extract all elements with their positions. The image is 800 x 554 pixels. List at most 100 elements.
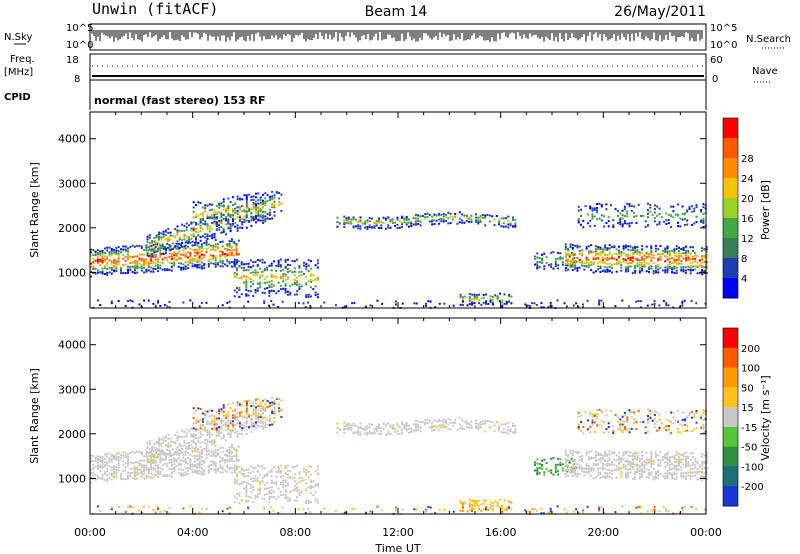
echo-cell [233, 265, 236, 268]
echo-cell [205, 240, 208, 243]
echo-cell [538, 261, 541, 263]
echo-cell [99, 466, 102, 469]
echo-cell [208, 209, 211, 212]
echo-cell [652, 468, 655, 470]
echo-cell [233, 254, 236, 257]
echo-cell [298, 286, 301, 288]
echo-cell [591, 215, 594, 218]
echo-cell [234, 414, 237, 417]
echo-cell [154, 467, 157, 470]
echo-cell [574, 263, 577, 266]
echo-cell [557, 473, 560, 476]
echo-cell [221, 304, 224, 307]
echo-cell [650, 463, 653, 466]
echo-cell [195, 442, 197, 445]
echo-cell [110, 260, 113, 263]
echo-cell [357, 430, 360, 433]
echo-cell [190, 234, 193, 237]
echo-cell [679, 431, 682, 434]
echo-cell [391, 424, 394, 426]
echo-cell [263, 278, 266, 280]
echo-cell [628, 411, 631, 414]
echo-cell [512, 225, 514, 228]
echo-cell [227, 432, 230, 435]
echo-cell [266, 472, 269, 475]
echo-cell [685, 478, 687, 480]
echo-cell [96, 455, 99, 458]
echo-cell [129, 461, 132, 464]
echo-cell [249, 271, 252, 274]
echo-cell [282, 273, 285, 276]
echo-cell [155, 244, 158, 247]
echo-cell [698, 260, 701, 263]
echo-cell [584, 411, 587, 414]
echo-cell [211, 208, 214, 211]
echo-cell [431, 429, 434, 432]
echo-cell [225, 211, 227, 214]
echo-cell [461, 502, 464, 505]
echo-cell [96, 261, 99, 264]
echo-cell [250, 208, 253, 211]
echo-cell [514, 431, 517, 434]
echo-cell [705, 256, 708, 259]
echo-cell [493, 424, 496, 427]
echo-cell [619, 223, 622, 226]
echo-cell [211, 235, 214, 238]
echo-cell [196, 454, 199, 457]
echo-cell [175, 448, 178, 451]
echo-cell [637, 203, 640, 206]
echo-cell [106, 264, 109, 267]
echo-cell [479, 219, 482, 222]
echo-cell [170, 252, 173, 255]
echo-cell [178, 246, 181, 249]
echo-cell [205, 453, 208, 456]
echo-cell [675, 266, 678, 269]
echo-cell [408, 221, 410, 224]
echo-cell [607, 220, 610, 222]
echo-cell [231, 224, 234, 227]
echo-cell [254, 477, 257, 480]
echo-cell [564, 465, 567, 468]
echo-cell [164, 440, 167, 442]
echo-cell [213, 214, 216, 217]
echo-cell [675, 258, 678, 261]
echo-cell [198, 250, 201, 253]
echo-cell [195, 213, 197, 216]
echo-cell [243, 421, 246, 424]
echo-cell [199, 213, 202, 216]
echo-cell [191, 259, 194, 262]
echo-cell [277, 265, 280, 268]
echo-cell [378, 219, 380, 222]
echo-cell [662, 300, 665, 303]
echo-cell [431, 215, 434, 218]
echo-cell [92, 268, 95, 271]
echo-cell [254, 467, 257, 469]
echo-cell [310, 481, 312, 483]
echo-cell [641, 258, 644, 261]
echo-cell [286, 268, 289, 270]
echo-cell [298, 266, 301, 269]
echo-cell [701, 462, 704, 465]
echo-cell [199, 236, 202, 239]
echo-cell [226, 244, 229, 247]
echo-cell [200, 473, 203, 476]
echo-cell [685, 475, 687, 478]
echo-cell [183, 430, 186, 433]
echo-cell [110, 249, 113, 252]
echo-cell [250, 414, 253, 417]
echo-cell [241, 411, 244, 414]
echo-cell [613, 245, 616, 248]
echo-cell [540, 306, 543, 309]
echo-cell [694, 254, 697, 257]
echo-cell [671, 463, 674, 466]
echo-cell [650, 452, 653, 455]
echo-cell [468, 504, 471, 506]
echo-cell [147, 458, 150, 461]
echo-cell [598, 217, 601, 220]
echo-cell [230, 254, 233, 257]
echo-cell [148, 248, 151, 251]
echo-cell [626, 215, 629, 218]
echo-cell [259, 275, 262, 278]
echo-cell [245, 216, 248, 219]
